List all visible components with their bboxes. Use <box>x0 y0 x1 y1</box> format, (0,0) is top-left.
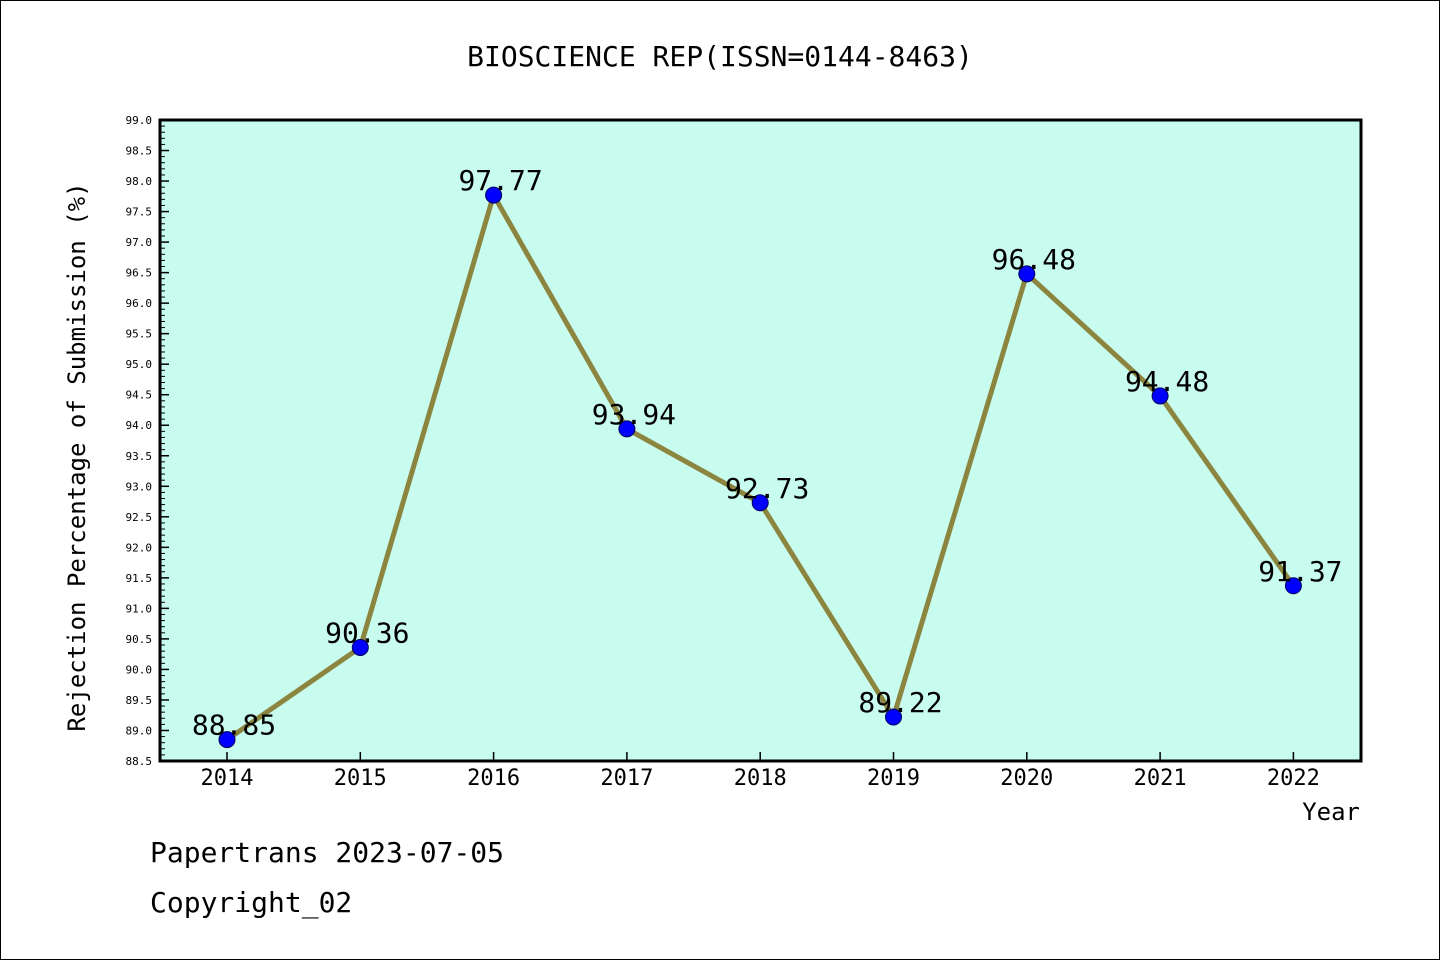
data-point <box>885 708 902 726</box>
data-label: 94.48 <box>1125 365 1209 398</box>
y-tick-label: 90.5 <box>126 633 153 646</box>
y-tick-label: 90.0 <box>126 663 153 676</box>
data-point <box>485 186 503 204</box>
chart-title: BIOSCIENCE REP(ISSN=0144-8463) <box>467 40 973 73</box>
data-point <box>218 731 236 749</box>
x-tick-label: 2020 <box>1000 766 1053 791</box>
x-tick-label: 2022 <box>1267 766 1320 791</box>
footer-date: Papertrans 2023-07-05 <box>150 836 505 869</box>
data-point <box>1284 577 1302 595</box>
footer-copyright: Copyright_02 <box>150 886 353 919</box>
data-label: 97.77 <box>458 164 542 197</box>
y-tick-label: 93.5 <box>126 450 153 463</box>
y-tick-label: 92.5 <box>126 511 153 524</box>
x-tick-label: 2019 <box>867 766 920 791</box>
x-axis-ticks: 2014 2015 2016 2017 2018 2019 2020 2021 2022 <box>201 752 1320 791</box>
data-labels: 88.85 90.36 97.77 93.94 92.73 89.22 96.48 94.48… <box>192 164 1343 742</box>
data-point <box>351 638 369 656</box>
y-tick-label: 95.0 <box>126 358 153 371</box>
y-axis-ticks: 88.5 89.0 89.5 90.0 90.5 91.0 91.5 92.0 92.5 93.0… <box>126 114 169 768</box>
y-tick-label: 95.5 <box>126 328 153 341</box>
y-tick-label: 96.0 <box>126 297 153 310</box>
y-tick-label: 89.5 <box>126 694 153 707</box>
plot-area <box>158 118 1363 763</box>
y-tick-label: 92.0 <box>126 541 153 554</box>
x-tick-label: 2021 <box>1134 766 1187 791</box>
data-point <box>751 494 769 512</box>
y-tick-label: 96.5 <box>126 267 153 280</box>
x-tick-label: 2016 <box>467 766 520 791</box>
y-tick-label: 97.0 <box>126 236 153 249</box>
data-label: 89.22 <box>858 686 942 719</box>
data-point <box>1018 265 1036 283</box>
x-tick-label: 2017 <box>600 766 653 791</box>
data-markers <box>218 186 1302 749</box>
y-tick-label: 98.5 <box>126 145 153 158</box>
y-tick-label: 94.0 <box>126 419 153 432</box>
y-tick-label: 88.5 <box>126 755 153 768</box>
data-label: 93.94 <box>592 398 676 431</box>
x-tick-label: 2018 <box>734 766 787 791</box>
y-tick-label: 93.0 <box>126 480 153 493</box>
x-axis-label: Year <box>1302 798 1360 826</box>
data-label: 90.36 <box>325 616 409 649</box>
y-axis-label: Rejection Percentage of Submission (%) <box>63 182 91 731</box>
y-tick-label: 99.0 <box>126 114 153 127</box>
y-tick-label: 91.0 <box>126 602 153 615</box>
x-tick-label: 2014 <box>201 766 254 791</box>
data-point <box>618 420 636 438</box>
y-tick-label: 89.0 <box>126 724 153 737</box>
y-tick-label: 97.5 <box>126 206 153 219</box>
y-tick-label: 98.0 <box>126 175 153 188</box>
data-label: 96.48 <box>992 243 1076 276</box>
x-tick-label: 2015 <box>334 766 387 791</box>
data-label: 88.85 <box>192 709 276 742</box>
data-label: 91.37 <box>1258 555 1342 588</box>
data-point <box>1151 387 1169 405</box>
data-label: 92.73 <box>725 472 809 505</box>
y-tick-label: 91.5 <box>126 572 153 585</box>
y-tick-label: 94.5 <box>126 389 153 402</box>
